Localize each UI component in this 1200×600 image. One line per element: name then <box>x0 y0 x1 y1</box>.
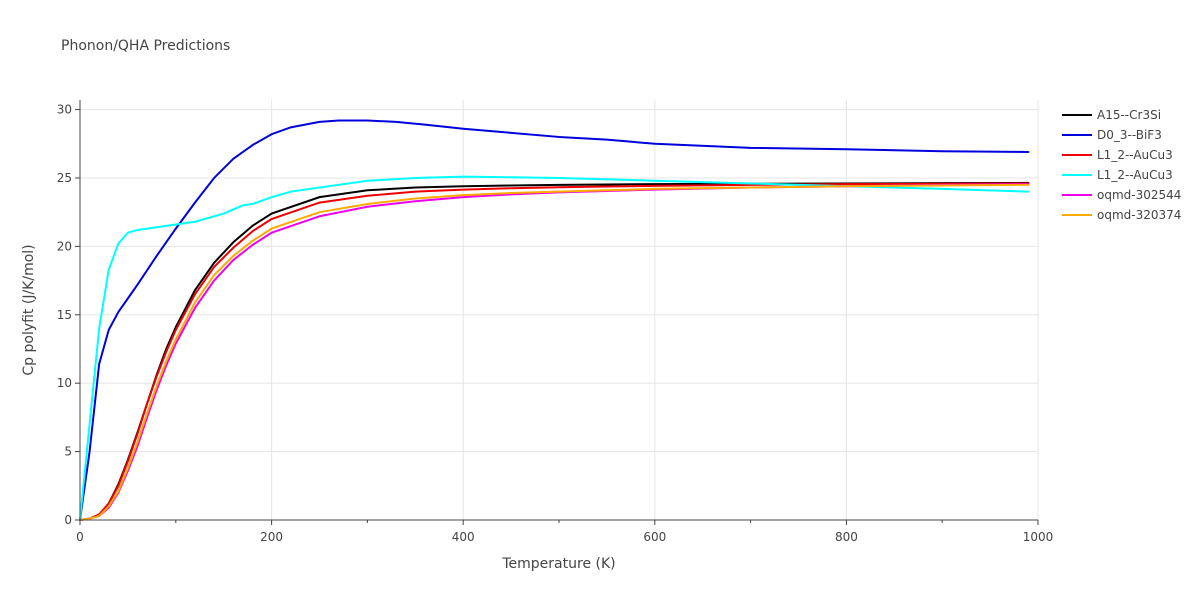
legend-label-4: oqmd-302544 <box>1097 188 1181 202</box>
x-tick-label: 800 <box>835 530 858 544</box>
series-line-2 <box>79 182 1030 521</box>
series-line-1 <box>79 119 1030 521</box>
legend-label-5: oqmd-320374 <box>1097 208 1181 222</box>
y-tick-label: 5 <box>64 445 72 459</box>
legend-label-2: L1_2--AuCu3 <box>1097 148 1173 162</box>
x-tick-label: 0 <box>76 530 84 544</box>
series-line-0 <box>79 181 1030 521</box>
series-lines <box>79 119 1030 521</box>
y-tick-label: 10 <box>57 376 72 390</box>
grid <box>80 100 1039 520</box>
tick-labels: 0 200 400 600 800 1000 0 5 10 15 20 25 30 <box>57 103 1054 544</box>
y-tick-label: 0 <box>64 513 72 527</box>
x-axis-title: Temperature (K) <box>501 556 615 572</box>
x-tick-label: 200 <box>260 530 283 544</box>
y-tick-label: 20 <box>57 239 72 253</box>
legend-label-3: L1_2--AuCu3 <box>1097 168 1173 182</box>
series-line-5 <box>79 183 1030 521</box>
legend: A15--Cr3Si D0_3--BiF3 L1_2--AuCu3 L1_2--AuC… <box>1062 108 1181 222</box>
legend-label-1: D0_3--BiF3 <box>1097 128 1162 142</box>
x-tick-label: 1000 <box>1023 530 1054 544</box>
y-tick-label: 25 <box>57 171 72 185</box>
series-line-3 <box>79 175 1030 521</box>
x-tick-label: 600 <box>643 530 666 544</box>
y-tick-label: 30 <box>57 103 72 117</box>
x-tick-label: 400 <box>452 530 475 544</box>
y-axis-title: Cp polyfit (J/K/mol) <box>21 244 37 375</box>
y-tick-label: 15 <box>57 308 72 322</box>
series-line-4 <box>79 183 1030 521</box>
chart-title: Phonon/QHA Predictions <box>61 38 230 54</box>
axes <box>75 100 1039 525</box>
legend-label-0: A15--Cr3Si <box>1097 108 1161 122</box>
